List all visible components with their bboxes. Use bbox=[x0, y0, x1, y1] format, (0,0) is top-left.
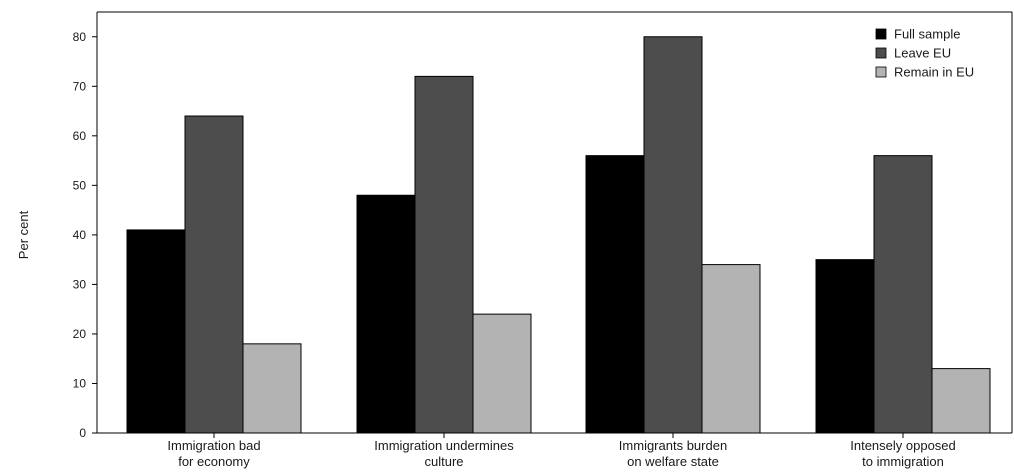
y-tick-label: 0 bbox=[79, 426, 86, 440]
bars bbox=[126, 36, 991, 434]
legend-label: Leave EU bbox=[894, 46, 951, 61]
x-axis: Immigration bad for economy Immigration un… bbox=[97, 432, 1012, 469]
bar bbox=[472, 313, 532, 434]
bar bbox=[873, 155, 933, 434]
legend-label: Full sample bbox=[894, 27, 960, 42]
legend: Full sample Leave EU Remain in EU bbox=[875, 27, 974, 80]
legend-swatch bbox=[875, 47, 887, 59]
legend-label: Remain in EU bbox=[894, 65, 974, 80]
y-axis-title: Per cent bbox=[16, 210, 31, 259]
x-category-label-line: Immigration undermines bbox=[374, 438, 514, 453]
legend-swatch bbox=[875, 28, 887, 40]
x-category-label: Immigrants burden on welfare state bbox=[619, 438, 727, 469]
x-category-label-line: to immigration bbox=[862, 454, 944, 469]
x-category-label-line: Immigrants burden bbox=[619, 438, 727, 453]
x-category-label-line: for economy bbox=[178, 454, 250, 469]
bar bbox=[414, 75, 474, 434]
bar bbox=[126, 229, 186, 434]
x-category-label-line: culture bbox=[424, 454, 463, 469]
y-tick-label: 60 bbox=[73, 129, 87, 143]
x-category-label: Intensely opposed to immigration bbox=[850, 438, 956, 469]
legend-swatch bbox=[875, 66, 887, 78]
y-tick-label: 20 bbox=[73, 327, 87, 341]
y-tick-label: 30 bbox=[73, 277, 87, 291]
x-category-label-line: on welfare state bbox=[627, 454, 719, 469]
x-category-label-line: Intensely opposed bbox=[850, 438, 956, 453]
y-tick-label: 40 bbox=[73, 228, 87, 242]
bar bbox=[585, 155, 645, 434]
y-axis: 0 10 20 30 40 50 60 70 80 bbox=[73, 11, 1013, 440]
y-tick-label: 80 bbox=[73, 30, 87, 44]
x-category-label: Immigration bad for economy bbox=[167, 438, 260, 469]
x-category-label: Immigration undermines culture bbox=[374, 438, 514, 469]
x-category-label-line: Immigration bad bbox=[167, 438, 260, 453]
bar bbox=[184, 115, 244, 434]
bar bbox=[815, 259, 875, 434]
bar bbox=[356, 194, 416, 434]
bar bbox=[643, 36, 703, 434]
y-tick-label: 10 bbox=[73, 376, 87, 390]
bar bbox=[242, 343, 302, 434]
y-tick-label: 50 bbox=[73, 178, 87, 192]
y-tick-label: 70 bbox=[73, 79, 87, 93]
bar bbox=[931, 368, 991, 434]
bar bbox=[701, 264, 761, 434]
